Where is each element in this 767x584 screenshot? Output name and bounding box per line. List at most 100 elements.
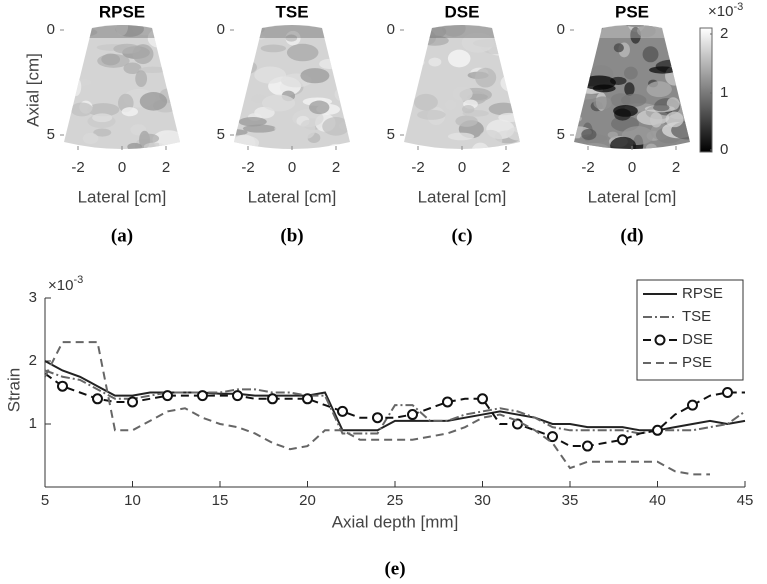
series-marker <box>267 393 278 405</box>
chart-caption: (e) <box>384 558 405 579</box>
series-marker <box>162 390 173 402</box>
y-axis-label: Strain <box>4 368 23 412</box>
series-marker <box>92 393 103 405</box>
speckle-blob <box>493 25 510 32</box>
speckle-blob <box>666 97 680 111</box>
x-axis-label: Axial depth [mm] <box>332 512 459 531</box>
series-marker <box>547 431 558 443</box>
series-marker <box>197 390 208 402</box>
x-tick-label: 25 <box>387 492 404 509</box>
x-tick-label: 45 <box>737 492 754 509</box>
speckle-blob <box>581 128 597 141</box>
speckle-blob <box>340 25 350 35</box>
x-tick-label: 15 <box>212 492 229 509</box>
x-tick-label: 20 <box>299 492 316 509</box>
colorbar-tick-label: 0 <box>720 141 728 158</box>
speckle-blob <box>261 94 296 112</box>
series-line <box>44 360 746 432</box>
speckle-blob <box>159 25 176 37</box>
y-tick-label: 0 <box>47 21 55 38</box>
x-tick-label: 30 <box>474 492 491 509</box>
speckle-blob <box>132 44 154 65</box>
y-tick-label: 5 <box>47 126 55 143</box>
speckle-blob <box>152 33 180 41</box>
speckle-blob <box>300 68 330 84</box>
legend-label: PSE <box>682 354 712 371</box>
speckle-blob <box>461 105 475 114</box>
exponent-base: ×10 <box>48 277 73 294</box>
x-tick-label: 5 <box>41 492 49 509</box>
x-tick-label: 35 <box>562 492 579 509</box>
speckle-blob <box>299 119 316 139</box>
exponent-base: ×10 <box>708 3 733 20</box>
speckle-blob <box>87 103 120 117</box>
x-tick-label: -2 <box>411 159 424 176</box>
y-tick-label: 3 <box>29 289 37 306</box>
speckle-blob <box>509 28 520 35</box>
legend-label: DSE <box>682 331 713 348</box>
speckle-blob <box>158 132 180 149</box>
speckle-blob <box>576 28 588 43</box>
speckle-blob <box>582 75 616 90</box>
speckle-blob <box>515 25 520 33</box>
speckle-blob <box>319 58 341 70</box>
speckle-blob <box>452 86 473 102</box>
speckle-blob <box>341 26 350 38</box>
speckle-blob <box>613 105 638 117</box>
series-marker <box>687 399 698 411</box>
speckle <box>234 25 350 149</box>
speckle-blob <box>82 132 99 145</box>
speckle-blob <box>414 93 438 111</box>
x-axis-label: Lateral [cm] <box>588 187 677 206</box>
speckle-blob <box>593 96 612 110</box>
x-tick-label: 0 <box>458 159 466 176</box>
speckle-blob <box>428 57 442 67</box>
speckle-blob <box>93 128 112 137</box>
x-axis-label: Lateral [cm] <box>418 187 507 206</box>
strain-image <box>64 25 180 149</box>
speckle-blob <box>475 67 497 88</box>
series-line <box>44 372 745 448</box>
x-tick-label: -2 <box>71 159 84 176</box>
speckle-blob <box>404 51 423 69</box>
legend-marker <box>654 334 666 346</box>
speckle-blob <box>624 82 635 96</box>
speckle-blob <box>574 56 591 68</box>
speckle-blob <box>649 66 676 74</box>
series-marker <box>302 393 313 405</box>
top-shadow <box>427 25 497 38</box>
speckle-blob <box>613 43 624 53</box>
speckle-blob <box>574 54 587 69</box>
x-tick-label: -2 <box>581 159 594 176</box>
series-marker <box>512 418 523 430</box>
x-axis-label: Lateral [cm] <box>78 187 167 206</box>
speckle-blob <box>338 43 350 56</box>
speckle-blob <box>500 73 520 93</box>
speckle-blob <box>610 136 637 149</box>
y-axis-label: Axial [cm] <box>23 53 42 127</box>
x-tick-label: 2 <box>332 159 340 176</box>
panel-caption: (c) <box>451 225 472 246</box>
x-tick-label: 2 <box>672 159 680 176</box>
speckle-blob <box>649 112 663 128</box>
top-shadow <box>257 25 327 38</box>
speckle-blob <box>334 85 350 103</box>
speckle-blob <box>71 77 82 96</box>
speckle-blob <box>254 66 287 84</box>
speckle-blob <box>488 102 519 116</box>
y-tick-label: 0 <box>557 21 565 38</box>
speckle-blob <box>309 100 330 115</box>
series-marker <box>442 396 453 408</box>
speckle-blob <box>234 36 242 43</box>
speckle-blob <box>510 54 520 71</box>
speckle-blob <box>234 71 239 82</box>
speckle-blob <box>234 129 248 136</box>
speckle-blob <box>577 41 594 48</box>
speckle-blob <box>574 114 582 123</box>
colorbar <box>699 27 713 153</box>
speckle-blob <box>447 49 471 68</box>
speckle-blob <box>665 111 684 128</box>
x-tick-label: 0 <box>118 159 126 176</box>
speckle-blob <box>589 25 604 33</box>
speckle-blob <box>574 93 598 100</box>
